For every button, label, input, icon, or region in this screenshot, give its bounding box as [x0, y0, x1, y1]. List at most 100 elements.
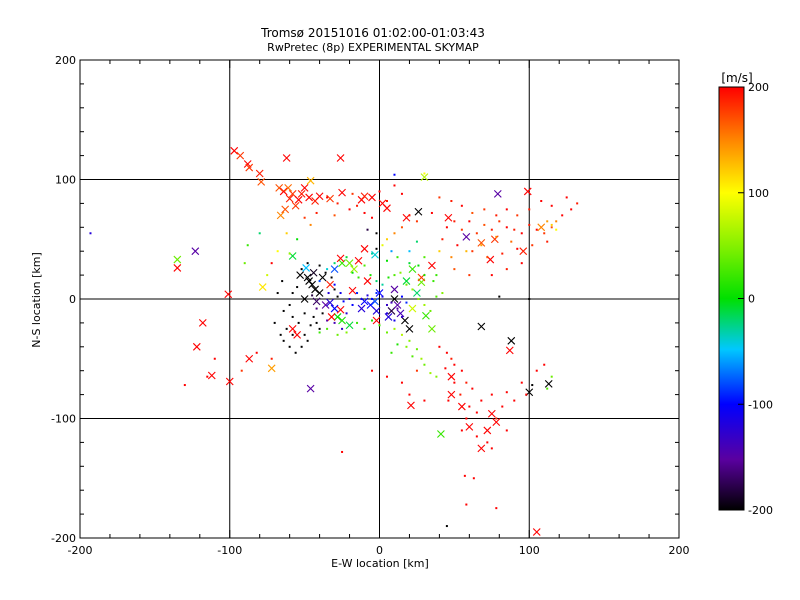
data-point-dot — [429, 309, 432, 312]
data-point-dot — [303, 216, 306, 219]
data-point-dot — [423, 274, 426, 277]
data-point-dot — [396, 307, 399, 310]
data-point-x — [393, 301, 402, 309]
data-point-x — [372, 307, 381, 315]
data-point-dot — [432, 280, 435, 283]
data-point-x — [326, 194, 334, 203]
data-point-dot — [318, 280, 321, 283]
data-point-x — [537, 223, 546, 232]
data-point-x — [297, 189, 306, 198]
data-point-x — [407, 401, 415, 410]
data-point-x — [408, 304, 417, 313]
data-point-x — [336, 154, 345, 162]
data-point-dot — [490, 228, 493, 231]
chart-title: Tromsø 20151016 01:02:00-01:03:43 — [260, 26, 485, 40]
data-point-dot — [516, 247, 519, 250]
data-point-dot — [381, 295, 384, 298]
data-point-x — [336, 305, 345, 314]
data-point-dot — [546, 387, 549, 390]
data-point-x — [306, 176, 315, 185]
data-point-dot — [535, 228, 538, 231]
data-point-dot — [510, 240, 513, 243]
data-point-dot — [438, 250, 441, 253]
data-point-dot — [546, 220, 549, 223]
data-point-dot — [351, 303, 354, 306]
data-point-dot — [561, 214, 564, 217]
data-point-dot — [315, 307, 318, 310]
data-point-dot — [460, 228, 463, 231]
data-point-x — [360, 244, 369, 253]
data-point-dot — [356, 321, 359, 324]
data-point-x — [483, 426, 492, 435]
data-point-dot — [520, 262, 523, 265]
data-point-dot — [495, 507, 498, 510]
data-point-dot — [471, 250, 474, 253]
gridlines — [80, 60, 679, 538]
data-point-dot — [460, 429, 463, 432]
data-point-dot — [415, 369, 418, 372]
x-tick-label: 100 — [519, 544, 540, 557]
data-point-x — [357, 304, 366, 313]
colorbar-tick-label: 200 — [748, 81, 769, 94]
data-point-dot — [513, 228, 516, 231]
data-point-dot — [411, 288, 414, 291]
data-point-x — [296, 271, 305, 279]
data-point-x — [285, 194, 294, 203]
y-axis-label: N-S location [km] — [30, 252, 43, 348]
data-point-x — [477, 322, 486, 331]
data-point-dot — [291, 333, 294, 336]
data-point-x — [281, 205, 290, 214]
colorbar-ticks: 200 100 0 -100 -200 — [738, 81, 773, 517]
data-point-x — [487, 409, 496, 418]
data-point-dot — [385, 238, 388, 241]
data-point-x — [312, 297, 321, 306]
data-point-dot — [465, 503, 468, 506]
data-point-x — [519, 247, 528, 256]
data-point-x — [305, 193, 314, 202]
data-point-dot — [246, 244, 249, 247]
data-point-dot — [483, 208, 486, 211]
data-point-x — [224, 290, 233, 299]
data-point-dot — [342, 300, 345, 303]
data-point-x — [303, 273, 312, 282]
data-point-dot — [505, 226, 508, 229]
data-point-x — [284, 183, 293, 192]
data-point-dot — [405, 283, 408, 286]
data-point-dot — [408, 214, 411, 217]
data-point-dot — [423, 363, 426, 366]
data-point-dot — [336, 202, 339, 205]
data-point-dot — [423, 303, 426, 306]
data-point-x — [293, 330, 302, 339]
data-point-x — [300, 183, 309, 192]
data-point-x — [390, 285, 399, 294]
data-point-x — [360, 192, 369, 201]
data-point-x — [207, 371, 216, 380]
data-point-dot — [435, 295, 438, 298]
data-point-x — [401, 316, 409, 325]
data-point-x — [387, 307, 396, 315]
data-point-x — [462, 232, 471, 241]
data-point-dot — [385, 303, 388, 306]
data-point-dot — [405, 301, 408, 304]
data-point-dot — [408, 250, 411, 253]
data-point-dot — [303, 333, 306, 336]
data-point-dot — [459, 393, 462, 396]
data-point-dot — [460, 204, 463, 207]
data-point-dot — [505, 268, 508, 271]
x-tick-label: 0 — [376, 544, 383, 557]
y-tick-label: 0 — [69, 293, 76, 306]
data-point-dot — [400, 333, 403, 336]
data-point-x — [420, 173, 429, 181]
data-point-dot — [327, 292, 330, 295]
data-point-x — [428, 261, 436, 270]
data-point-x — [375, 289, 384, 297]
data-point-dot — [258, 232, 261, 235]
data-point-x — [492, 418, 501, 426]
data-point-dot — [366, 294, 369, 297]
data-point-dot — [345, 256, 348, 259]
colorbar-tick-label: 0 — [748, 293, 755, 306]
data-point-x — [308, 280, 317, 289]
data-point-dot — [393, 232, 396, 235]
data-point-dot — [501, 405, 504, 408]
data-point-x — [315, 289, 324, 297]
